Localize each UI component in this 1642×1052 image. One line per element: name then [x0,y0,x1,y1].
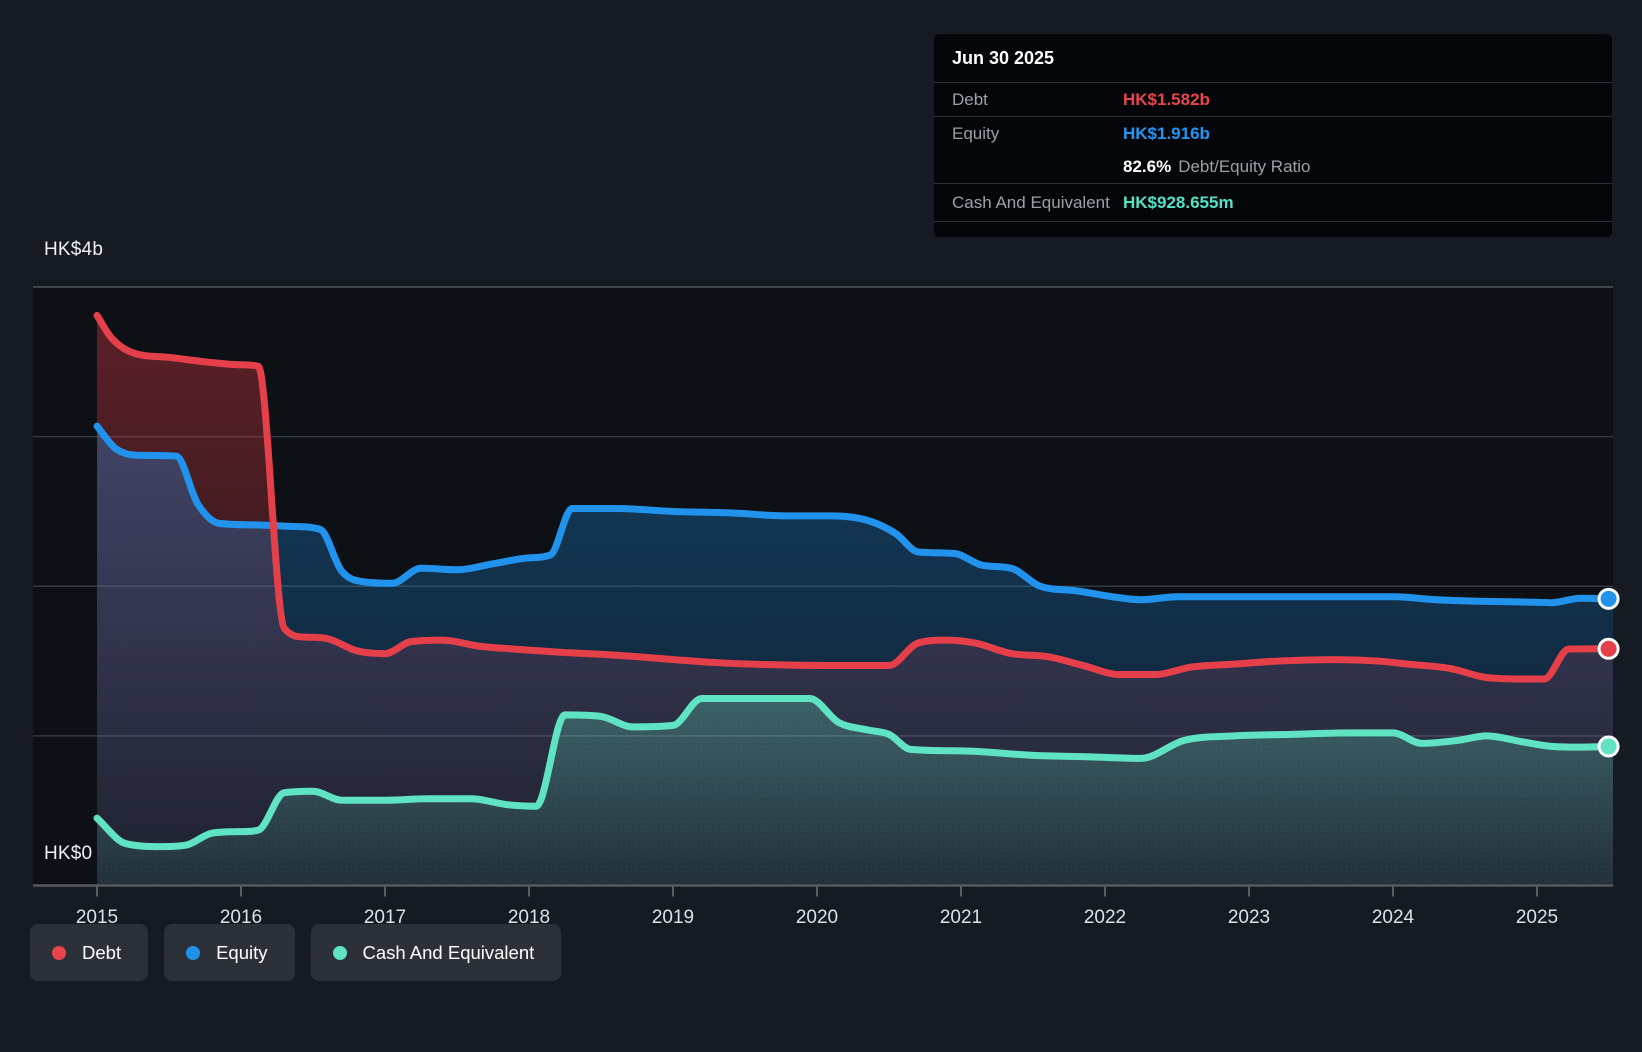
x-axis-label-2025: 2025 [1516,907,1558,928]
tooltip-ratio-value: 82.6% [1123,156,1172,176]
debt-line [93,311,1613,683]
x-axis-label-2023: 2023 [1228,907,1270,928]
tooltip-debt-value: HK$1.582b [1123,89,1210,109]
legend: Debt Equity Cash And Equivalent [30,924,562,981]
cash-and-equivalent-line [93,694,1613,851]
x-axis-label-2024: 2024 [1372,907,1415,928]
tooltip-equity-label: Equity [952,123,1000,143]
legend-equity-label: Equity [216,941,268,963]
tooltip-row-debt: Debt HK$1.582b [934,82,1612,116]
legend-item-cash[interactable]: Cash And Equivalent [310,924,562,981]
x-axis-label-2019: 2019 [652,907,694,928]
debt-end-dot[interactable] [1597,637,1620,660]
tooltip-row-cash: Cash And Equivalent HK$928.655m [934,183,1612,222]
legend-debt-label: Debt [82,941,122,963]
y-axis-label-top: HK$4b [44,239,104,260]
cash-area-texture [97,698,1613,886]
debt-dot-icon [52,945,66,960]
x-axis-label-2017: 2017 [364,907,406,928]
legend-cash-label: Cash And Equivalent [362,941,535,963]
x-axis-label-2020: 2020 [796,907,838,928]
tooltip-date: Jun 30 2025 [952,47,1055,68]
equity-line [93,422,1613,607]
legend-item-equity[interactable]: Equity [164,924,295,981]
x-axis-label-2015: 2015 [76,907,118,928]
x-axis-label-2022: 2022 [1084,907,1126,928]
x-axis-label-2021: 2021 [940,907,982,928]
equity-end-dot[interactable] [1597,587,1620,610]
legend-item-debt[interactable]: Debt [30,924,149,981]
tooltip-cash-label: Cash And Equivalent [952,192,1110,212]
cash-and-equivalent-end-dot[interactable] [1597,735,1620,758]
tooltip-debt-label: Debt [952,89,988,109]
tooltip-cash-value: HK$928.655m [1123,192,1234,212]
cash-dot-icon [332,945,347,960]
x-axis-label-2016: 2016 [220,907,262,928]
x-axis-label-2018: 2018 [508,907,550,928]
tooltip-equity-value: HK$1.916b [1123,123,1210,143]
equity-dot-icon [186,945,201,960]
tooltip-ratio-label: Debt/Equity Ratio [1178,156,1311,176]
tooltip-row-ratio: 82.6% Debt/Equity Ratio [934,150,1612,183]
tooltip-row-equity: Equity HK$1.916b [934,116,1612,150]
chart-tooltip: Jun 30 2025 Debt HK$1.582b Equity HK$1.9… [934,34,1612,237]
y-axis-label-bottom: HK$0 [44,843,93,864]
